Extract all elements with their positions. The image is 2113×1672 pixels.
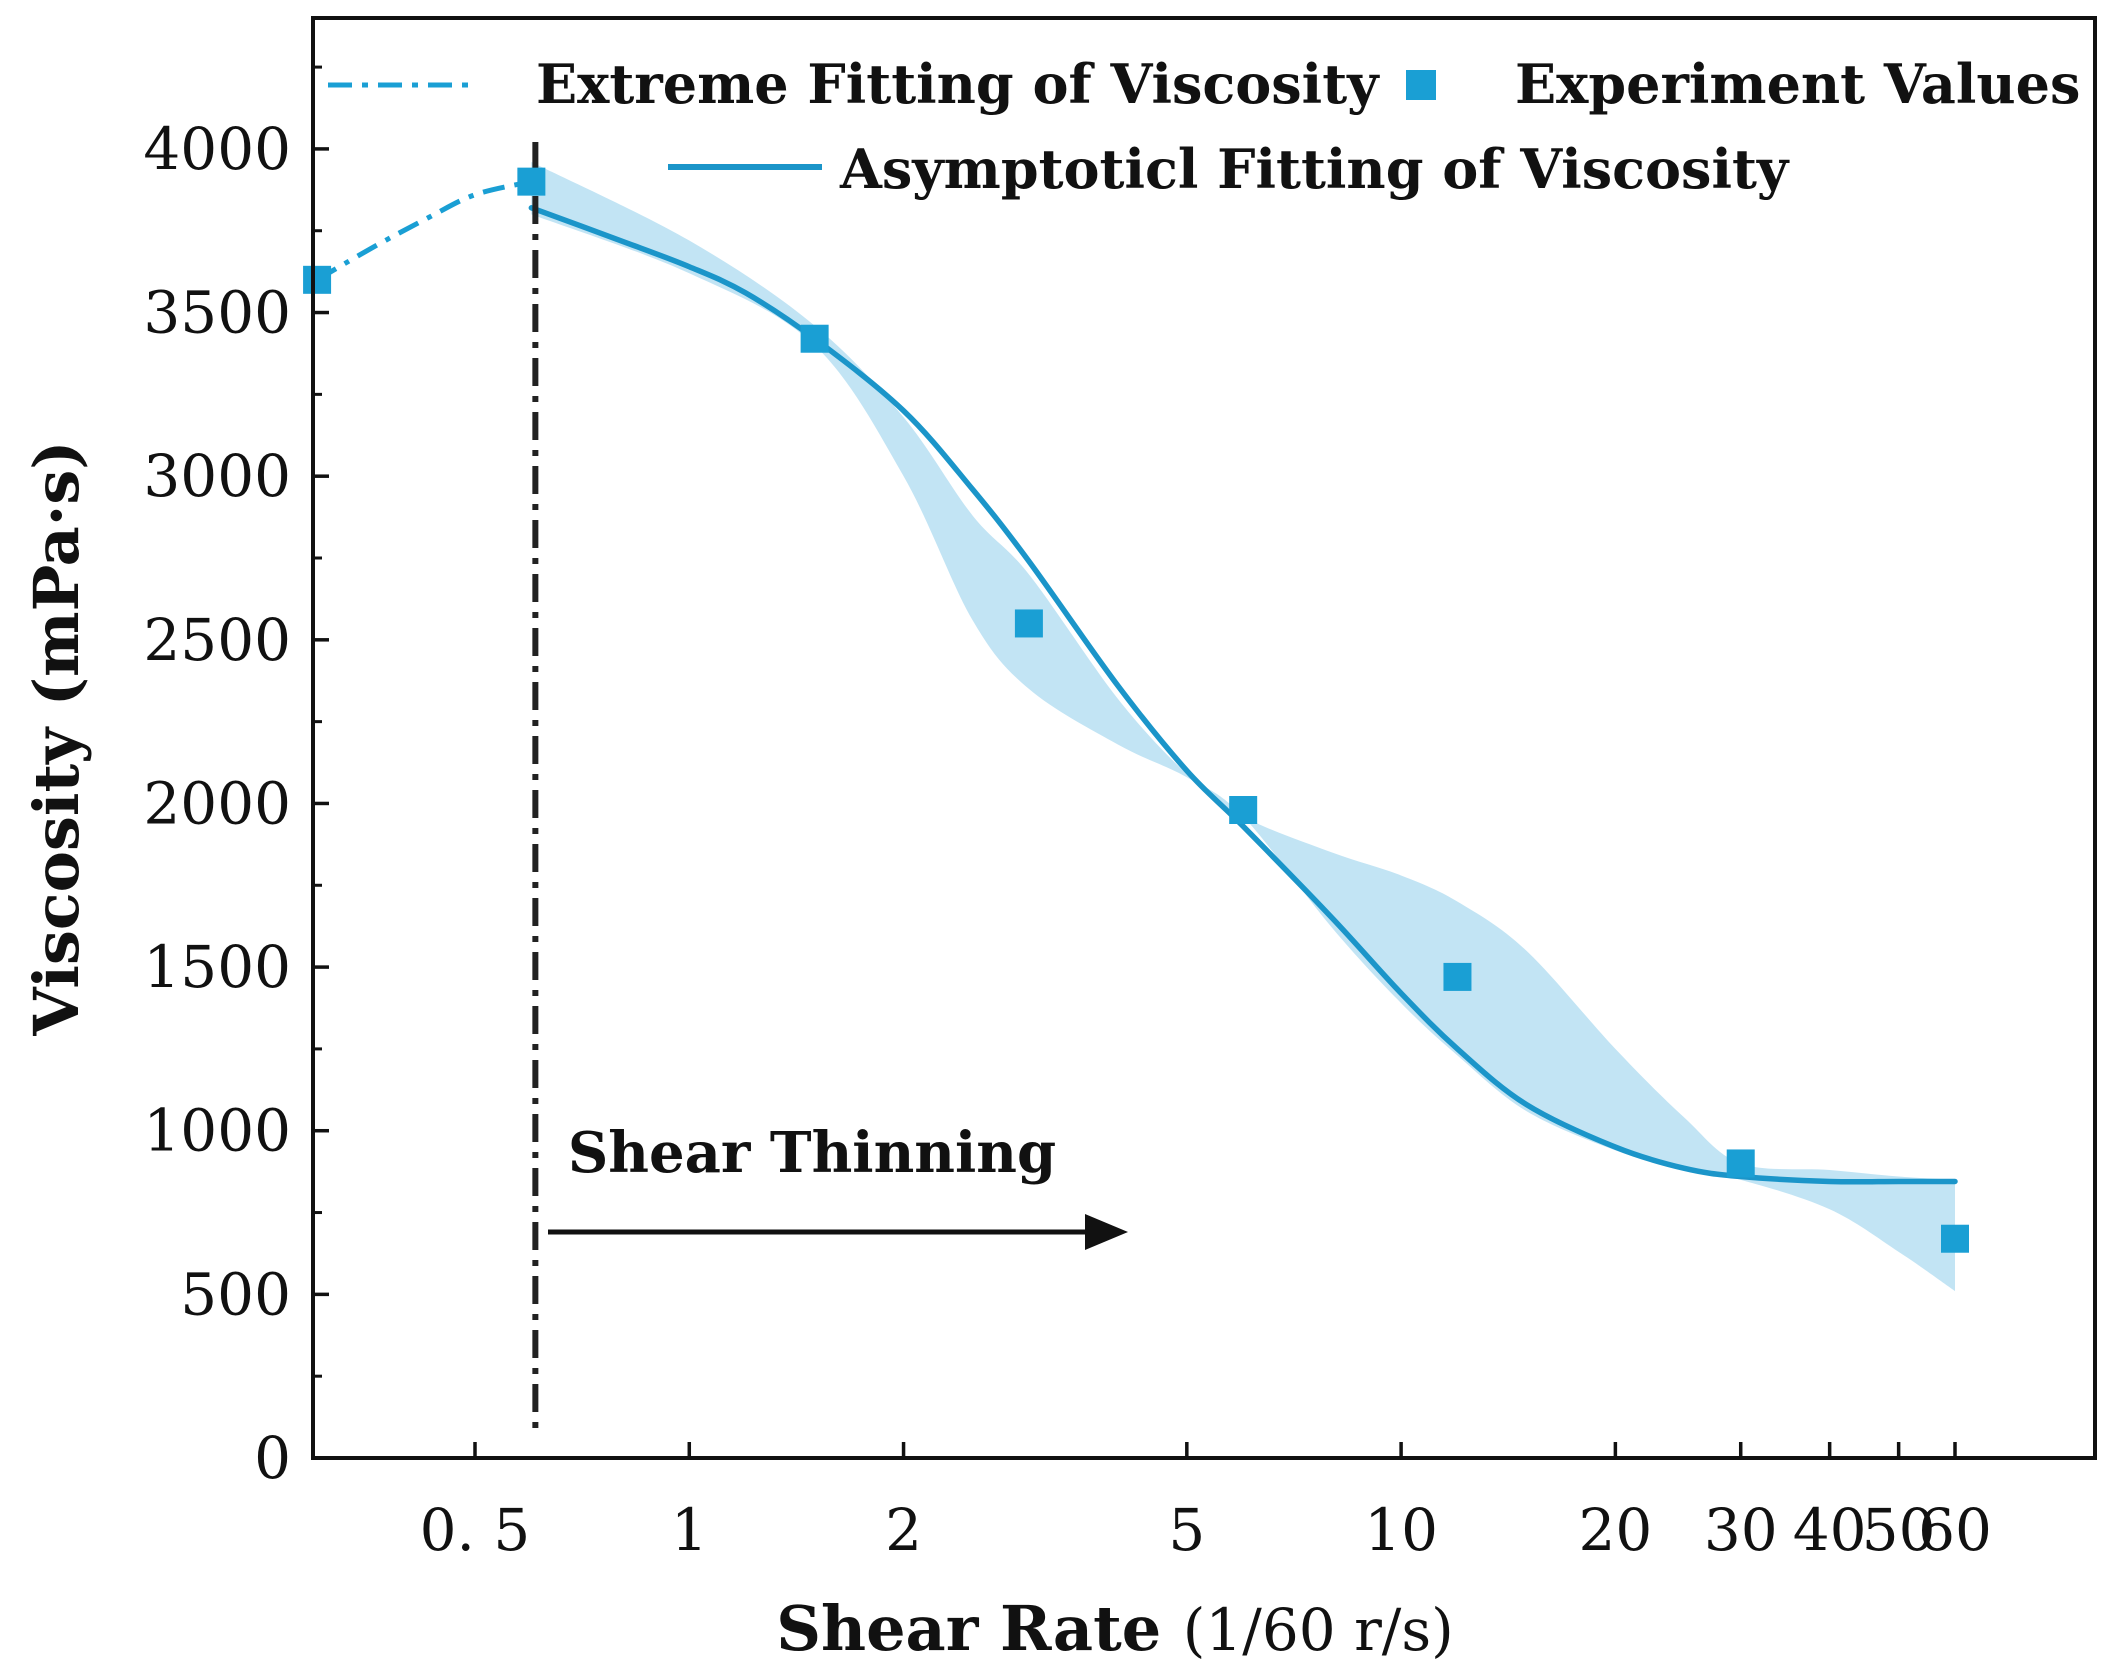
confidence-band	[531, 162, 1955, 1292]
experiment-point	[1014, 609, 1043, 638]
annotation-layer: Shear Thinning	[548, 1120, 1128, 1250]
y-tick-label: 4000	[143, 115, 291, 183]
legend-extreme-label: Extreme Fitting of Viscosity	[536, 52, 1380, 116]
x-tick-label: 50	[1862, 1496, 1936, 1564]
y-tick-label: 2000	[143, 769, 291, 837]
extreme-fit-line	[315, 179, 532, 282]
x-tick-label: 5	[1168, 1496, 1205, 1564]
y-tick-label: 500	[180, 1260, 291, 1328]
plot-frame	[311, 16, 2097, 1460]
x-tick-label: 30	[1704, 1496, 1778, 1564]
x-tick-label: 40	[1793, 1496, 1867, 1564]
legend-asymptotic-label: Asymptoticl Fitting of Viscosity	[839, 137, 1790, 201]
y-tick-label: 1500	[143, 933, 291, 1001]
shear-thinning-arrow-head	[1085, 1214, 1128, 1250]
x-tick-label: 1	[671, 1496, 708, 1564]
experiment-point	[1229, 796, 1258, 824]
y-tick-label: 0	[254, 1424, 291, 1492]
experiment-points-layer	[303, 167, 1969, 1253]
x-tick-label: 60	[1918, 1496, 1992, 1564]
confidence-band-layer	[531, 162, 1955, 1292]
experiment-point	[1941, 1224, 1969, 1253]
fit-lines-layer	[315, 142, 1958, 1428]
asymptotic-fit-line	[528, 205, 1958, 1185]
y-tick-label: 1000	[143, 1097, 291, 1165]
x-axis-title-text: Shear Rate	[776, 1592, 1183, 1665]
y-tick-label: 2500	[143, 606, 291, 674]
legend-experiment-label: Experiment Values	[1515, 52, 2080, 116]
experiment-point	[1726, 1149, 1755, 1178]
experiment-point	[303, 265, 332, 294]
y-tick-label: 3500	[143, 279, 291, 347]
x-tick-label: 20	[1578, 1496, 1652, 1564]
x-tick-label: 10	[1364, 1496, 1438, 1564]
y-tick-label: 3000	[143, 442, 291, 510]
legend: Extreme Fitting of Viscosity Experiment V…	[328, 52, 2080, 201]
x-tick-label: 2	[885, 1496, 922, 1564]
x-axis-title-unit: (1/60 r/s)	[1183, 1596, 1454, 1664]
experiment-point	[800, 324, 829, 353]
x-tick-label: 0. 5	[420, 1496, 531, 1564]
experiment-point	[1443, 962, 1472, 991]
shear-thinning-label: Shear Thinning	[568, 1120, 1056, 1186]
y-axis-title: Viscosity (mPa·s)	[20, 440, 93, 1036]
x-axis-title: Shear Rate (1/60 r/s)	[776, 1592, 1453, 1665]
axes-layer: 0 500 1000 1500 2000 2500 3000 3500 4000 0. 5 1 2 5 1…	[20, 16, 2097, 1665]
legend-experiment-swatch	[1406, 70, 1436, 100]
experiment-point	[517, 167, 546, 196]
